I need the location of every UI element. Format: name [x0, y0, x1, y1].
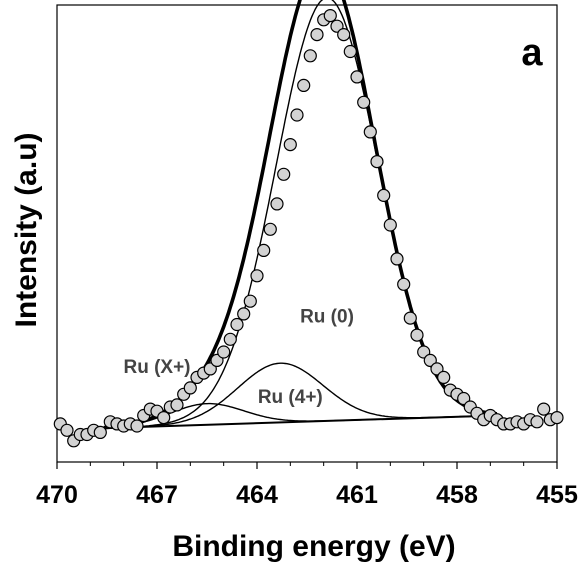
data-point — [430, 362, 444, 376]
data-point — [303, 49, 317, 63]
component-curve — [103, 402, 497, 429]
peak-annotation: Ru (X+) — [123, 357, 190, 378]
x-tick-label: 455 — [536, 481, 578, 509]
data-point — [377, 188, 391, 202]
data-point — [223, 332, 237, 346]
data-point — [257, 243, 271, 257]
x-axis-ticks: 470 467 464 461 458 455 — [36, 462, 578, 509]
data-point — [230, 317, 244, 332]
data-point — [437, 370, 451, 384]
panel-label: a — [521, 32, 543, 74]
data-point — [357, 95, 371, 109]
data-point — [537, 402, 551, 416]
x-tick-label: 464 — [236, 481, 278, 509]
data-point — [297, 78, 311, 93]
data-point — [530, 415, 544, 429]
x-tick-label: 458 — [436, 481, 478, 509]
x-tick-label: 461 — [336, 481, 378, 509]
data-point — [350, 70, 364, 84]
data-point — [403, 311, 417, 325]
peak-annotation: Ru (4+) — [258, 387, 323, 408]
data-point — [60, 423, 74, 437]
data-point — [183, 381, 197, 395]
data-point — [270, 197, 284, 211]
data-point — [337, 27, 351, 42]
data-point — [363, 125, 377, 139]
data-point — [237, 307, 251, 321]
data-point — [263, 222, 277, 236]
data-point — [410, 328, 424, 342]
peak-annotation: Ru (0) — [300, 306, 354, 327]
data-point — [283, 138, 297, 152]
data-point — [170, 398, 184, 412]
data-point — [217, 345, 231, 359]
data-point — [243, 294, 257, 308]
data-point — [250, 269, 264, 283]
data-point — [383, 218, 397, 232]
y-axis-title: Intensity (a.u) — [10, 132, 43, 327]
data-point — [323, 9, 337, 23]
data-point — [310, 27, 324, 42]
data-point — [343, 44, 357, 59]
data-point — [277, 167, 291, 181]
x-tick-label: 467 — [136, 481, 178, 509]
data-point — [290, 108, 304, 122]
data-point — [550, 411, 564, 425]
data-point — [397, 277, 411, 291]
plot-area: Ru (0) Ru (X+) Ru (4+) — [53, 0, 564, 463]
data-point — [203, 362, 217, 376]
data-point — [93, 425, 107, 439]
x-axis-title: Binding energy (eV) — [172, 530, 455, 563]
data-point — [423, 353, 437, 367]
data-point — [390, 252, 404, 266]
data-point — [370, 155, 384, 169]
x-tick-label: 470 — [36, 481, 78, 509]
data-point — [130, 419, 144, 433]
data-point — [157, 411, 171, 425]
plot-frame — [56, 4, 558, 463]
